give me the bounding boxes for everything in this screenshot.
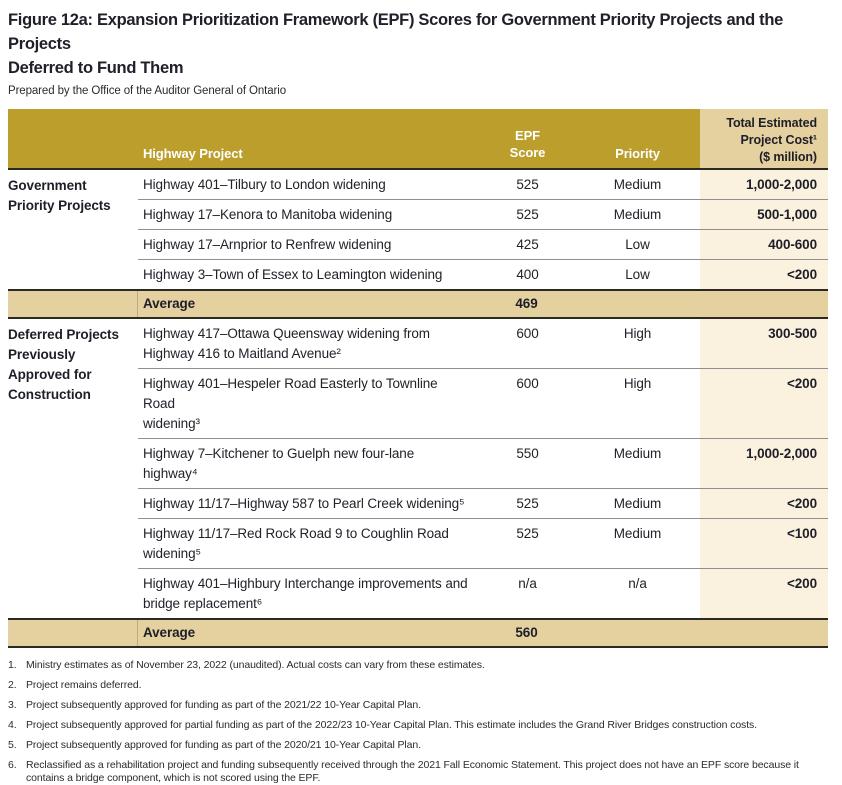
average-spacer — [8, 291, 138, 317]
table-row: Highway 11/17–Red Rock Road 9 to Coughli… — [138, 518, 828, 568]
footnote-6: 6. Reclassified as a rehabilitation proj… — [8, 759, 828, 785]
cell-epf-score: 525 — [516, 496, 539, 511]
cell-project: Highway 401–Hespeler Road Easterly to To… — [143, 376, 438, 431]
cell-epf-score: 600 — [516, 376, 539, 391]
table-row: Highway 401–Highbury Interchange improve… — [138, 568, 828, 618]
footnote-5: 5. Project subsequently approved for fun… — [8, 739, 828, 752]
figure-subtitle: Prepared by the Office of the Auditor Ge… — [8, 85, 287, 97]
cell-cost: <200 — [700, 569, 828, 618]
cell-cost: 1,000-2,000 — [700, 439, 828, 488]
cell-epf-score: n/a — [518, 576, 537, 591]
cell-cost: <200 — [700, 260, 828, 289]
cell-project: Highway 3–Town of Essex to Leamington wi… — [143, 267, 443, 282]
cell-cost: <200 — [700, 489, 828, 518]
cell-cost: 1,000-2,000 — [700, 170, 828, 199]
section-label-deferred-projects: Deferred Projects Previously Approved fo… — [8, 327, 119, 402]
cell-priority: High — [623, 326, 652, 341]
cell-epf-score: 400 — [516, 267, 539, 282]
cell-cost: <100 — [700, 519, 828, 568]
average-row-government: Average 469 — [8, 289, 828, 319]
average-spacer — [8, 620, 138, 646]
cell-priority: Medium — [613, 496, 662, 511]
cell-project: Highway 401–Highbury Interchange improve… — [143, 576, 468, 611]
table-row: Highway 17–Kenora to Manitoba widening 5… — [138, 199, 828, 229]
average-row-deferred: Average 560 — [8, 618, 828, 648]
table-row: Highway 401–Tilbury to London widening 5… — [138, 170, 828, 199]
table-row: Highway 401–Hespeler Road Easterly to To… — [138, 368, 828, 438]
footnote-number: 5. — [8, 739, 17, 751]
footnotes: 1. Ministry estimates as of November 23,… — [8, 659, 828, 785]
table-row: Highway 417–Ottawa Queensway widening fr… — [138, 319, 828, 368]
footnote-text: Project subsequently approved for partia… — [26, 719, 757, 731]
section-government-priority-projects: Government Priority Projects Highway 401… — [8, 170, 828, 289]
cell-project: Highway 11/17–Highway 587 to Pearl Creek… — [143, 496, 465, 511]
cell-cost: 400-600 — [700, 230, 828, 259]
cell-epf-score: 550 — [516, 446, 539, 461]
section-rows: Highway 401–Tilbury to London widening 5… — [138, 170, 828, 289]
cell-cost: <200 — [700, 369, 828, 438]
footnote-1: 1. Ministry estimates as of November 23,… — [8, 659, 828, 672]
footnote-number: 1. — [8, 659, 17, 671]
footnote-text: Reclassified as a rehabilitation project… — [26, 759, 799, 784]
cell-priority: Medium — [613, 526, 662, 541]
footnote-2: 2. Project remains deferred. — [8, 679, 828, 692]
cell-project: Highway 17–Kenora to Manitoba widening — [143, 207, 393, 222]
table-row: Highway 3–Town of Essex to Leamington wi… — [138, 259, 828, 289]
cell-project: Highway 11/17–Red Rock Road 9 to Coughli… — [143, 526, 449, 561]
cell-project: Highway 17–Arnprior to Renfrew widening — [143, 237, 392, 252]
header-group-label-spacer — [8, 109, 138, 168]
cell-cost: 300-500 — [700, 319, 828, 368]
average-label: Average — [143, 625, 196, 640]
footnote-number: 4. — [8, 719, 17, 731]
header-priority: Priority — [615, 146, 660, 161]
average-epf-score: 560 — [515, 625, 538, 640]
footnote-text: Ministry estimates as of November 23, 20… — [26, 659, 485, 671]
table-row: Highway 17–Arnprior to Renfrew widening … — [138, 229, 828, 259]
table-header-row: Highway Project EPF Score Priority Total… — [8, 109, 828, 170]
cell-epf-score: 525 — [516, 207, 539, 222]
footnote-number: 3. — [8, 699, 17, 711]
cell-priority: Medium — [613, 177, 662, 192]
cell-epf-score: 600 — [516, 326, 539, 341]
table-row: Highway 11/17–Highway 587 to Pearl Creek… — [138, 488, 828, 518]
average-label: Average — [143, 296, 196, 311]
cell-priority: n/a — [628, 576, 647, 591]
cell-project: Highway 401–Tilbury to London widening — [143, 177, 386, 192]
average-empty-cells — [574, 291, 828, 317]
header-epf-score: EPF Score — [509, 128, 546, 160]
average-empty-cells — [574, 620, 828, 646]
footnote-number: 6. — [8, 759, 17, 771]
cell-cost: 500-1,000 — [700, 200, 828, 229]
footnote-3: 3. Project subsequently approved for fun… — [8, 699, 828, 712]
footnote-4: 4. Project subsequently approved for par… — [8, 719, 828, 732]
cell-priority: Medium — [613, 446, 662, 461]
cell-priority: Medium — [613, 207, 662, 222]
cell-project: Highway 7–Kitchener to Guelph new four-l… — [143, 446, 415, 481]
figure-title: Figure 12a: Expansion Prioritization Fra… — [8, 11, 784, 77]
cell-epf-score: 525 — [516, 177, 539, 192]
cell-priority: High — [623, 376, 652, 391]
epf-scores-table: Highway Project EPF Score Priority Total… — [8, 109, 828, 648]
cell-epf-score: 425 — [516, 237, 539, 252]
footnote-text: Project subsequently approved for fundin… — [26, 739, 421, 751]
footnote-number: 2. — [8, 679, 17, 691]
average-epf-score: 469 — [515, 296, 538, 311]
section-rows: Highway 417–Ottawa Queensway widening fr… — [138, 319, 828, 618]
footnote-text: Project remains deferred. — [26, 679, 142, 691]
cell-priority: Low — [625, 237, 650, 252]
cell-priority: Low — [625, 267, 650, 282]
section-deferred-projects: Deferred Projects Previously Approved fo… — [8, 319, 828, 618]
footnote-text: Project subsequently approved for fundin… — [26, 699, 421, 711]
section-label-government-priority: Government Priority Projects — [8, 178, 111, 213]
header-total-estimated-cost: Total Estimated Project Cost¹ ($ million… — [700, 109, 828, 168]
cell-project: Highway 417–Ottawa Queensway widening fr… — [143, 326, 430, 361]
header-highway-project-label: Highway Project — [143, 146, 243, 161]
cell-epf-score: 525 — [516, 526, 539, 541]
header-highway-project: Highway Project — [138, 109, 480, 168]
table-row: Highway 7–Kitchener to Guelph new four-l… — [138, 438, 828, 488]
